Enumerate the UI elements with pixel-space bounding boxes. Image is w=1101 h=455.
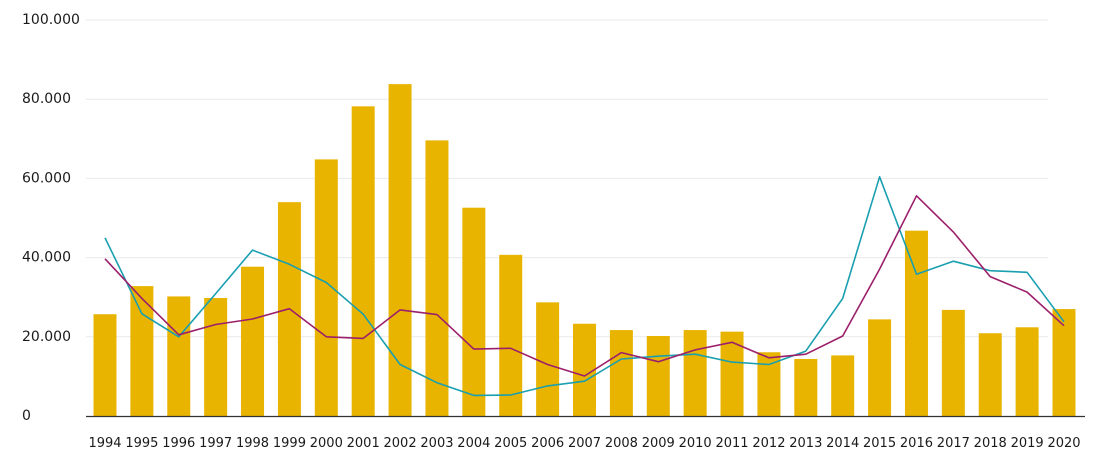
- series-line: [104, 195, 1065, 377]
- bar: [941, 309, 965, 416]
- x-tick-label: 2004: [457, 436, 490, 451]
- bar-series: [93, 84, 1076, 416]
- x-tick-label: 1996: [162, 436, 195, 451]
- bar: [683, 330, 707, 416]
- x-tick-label: 2003: [420, 436, 453, 451]
- bar: [794, 358, 818, 416]
- bar: [93, 314, 117, 416]
- bar: [241, 266, 265, 416]
- bar: [462, 207, 486, 416]
- y-tick-label: 100.000: [22, 12, 80, 28]
- y-tick-label: 80.000: [22, 91, 71, 107]
- x-tick-label: 2002: [384, 436, 417, 451]
- bar: [314, 159, 338, 416]
- bar: [904, 230, 928, 416]
- x-tick-label: 2012: [752, 436, 785, 451]
- y-axis-ticks: 0 20.000 40.000 60.000 80.000 100.000: [22, 12, 80, 424]
- y-tick-label: 0: [22, 408, 31, 424]
- x-tick-label: 2018: [974, 436, 1007, 451]
- series-line: [104, 176, 1065, 397]
- x-tick-label: 2010: [679, 436, 712, 451]
- bar: [1052, 309, 1076, 416]
- x-tick-label: 1995: [125, 436, 158, 451]
- x-tick-label: 2020: [1047, 436, 1080, 451]
- x-tick-label: 2008: [605, 436, 638, 451]
- x-tick-label: 1994: [88, 436, 121, 451]
- x-tick-label: 2014: [826, 436, 859, 451]
- y-tick-label: 20.000: [22, 329, 71, 345]
- bar: [1015, 327, 1039, 416]
- bar: [351, 106, 375, 416]
- x-tick-label: 2006: [531, 436, 564, 451]
- bar: [831, 355, 855, 416]
- bar: [609, 330, 633, 416]
- bar: [868, 319, 892, 416]
- bar: [204, 297, 228, 416]
- x-tick-label: 1999: [273, 436, 306, 451]
- x-tick-label: 2015: [863, 436, 896, 451]
- x-tick-label: 1998: [236, 436, 269, 451]
- bar: [167, 296, 191, 416]
- x-tick-label: 2009: [642, 436, 675, 451]
- x-tick-label: 2013: [789, 436, 822, 451]
- bar: [536, 302, 560, 416]
- bar: [499, 254, 523, 416]
- x-tick-label: 2016: [900, 436, 933, 451]
- bar: [388, 84, 412, 416]
- bar: [757, 352, 781, 416]
- x-tick-label: 2000: [310, 436, 343, 451]
- gridlines: [86, 19, 1048, 338]
- bar: [978, 333, 1002, 416]
- bar: [646, 336, 670, 416]
- x-tick-label: 2019: [1011, 436, 1044, 451]
- x-tick-label: 2005: [494, 436, 527, 451]
- bar: [130, 286, 154, 416]
- x-tick-label: 2001: [347, 436, 380, 451]
- bar: [425, 140, 449, 416]
- x-tick-label: 1997: [199, 436, 232, 451]
- bar: [720, 331, 744, 416]
- line-series: [104, 176, 1065, 397]
- bar: [573, 323, 596, 416]
- y-tick-label: 60.000: [22, 170, 71, 186]
- x-tick-label: 2017: [937, 436, 970, 451]
- x-tick-label: 2007: [568, 436, 601, 451]
- x-axis-ticks: 1994 1995 1996 1997 1998 1999 2000 2001 2002 2003…: [88, 436, 1080, 451]
- x-tick-label: 2011: [715, 436, 748, 451]
- y-tick-label: 40.000: [22, 250, 71, 266]
